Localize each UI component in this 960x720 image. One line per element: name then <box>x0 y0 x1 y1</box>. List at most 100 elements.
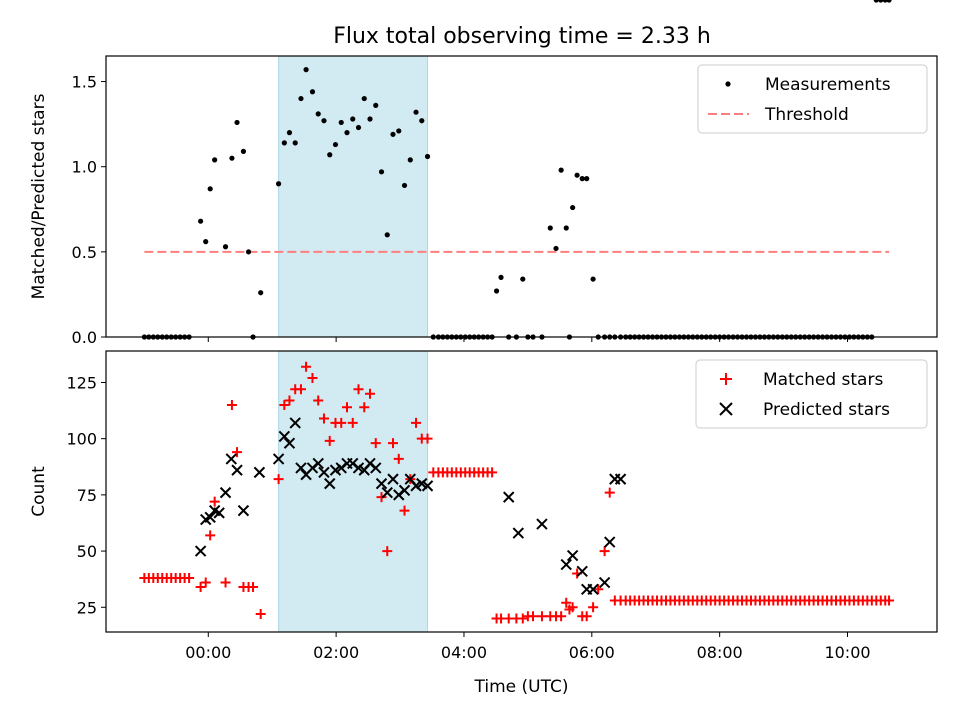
predicted-star-marker <box>576 565 588 578</box>
measurement-point <box>547 225 553 231</box>
measurement-point <box>240 148 247 154</box>
count-panel: 25 50 75 100 125 Count 00:00 02:00 04:00 06:00 08:… <box>29 350 938 697</box>
matched-star-marker <box>588 602 599 613</box>
measurement-point <box>401 182 408 189</box>
matched-star-marker <box>273 474 284 485</box>
measurement-point <box>407 157 413 163</box>
predicted-star-marker <box>614 473 627 485</box>
matched-star-marker <box>324 435 335 446</box>
matched-star-marker <box>528 611 539 622</box>
legend-box <box>695 359 928 429</box>
predicted-star-marker <box>225 453 237 465</box>
measurement-point <box>882 0 888 3</box>
y-tick-label: 1.0 <box>72 158 97 177</box>
legend-box <box>697 64 928 134</box>
measurement-point <box>574 172 580 178</box>
measurement-point <box>203 239 209 245</box>
matched-star-marker <box>200 577 211 588</box>
measurement-point <box>413 109 419 115</box>
measurement-point <box>281 140 287 146</box>
matched-star-marker <box>393 453 404 464</box>
legend-label-predicted: Predicted stars <box>763 400 890 420</box>
axes-frame <box>105 55 938 338</box>
matched-star-marker <box>517 613 528 624</box>
matched-star-marker <box>599 546 610 557</box>
measurement-point <box>234 119 240 126</box>
ratio-panel: 0.0 0.5 1.0 1.5 Matched/Predicted stars Measu… <box>29 0 938 347</box>
measurement-point <box>361 95 367 102</box>
measurement-point <box>298 95 304 102</box>
x-tick-label: 02:00 <box>313 643 359 662</box>
matched-star-marker <box>365 388 376 399</box>
predicted-star-marker <box>231 464 243 476</box>
measurement-point <box>258 290 264 296</box>
matched-star-marker <box>284 395 295 406</box>
predicted-star-marker <box>324 477 336 490</box>
predicted-star-marker <box>283 437 296 449</box>
matched-star-marker <box>567 602 578 613</box>
matched-star-marker <box>884 595 895 606</box>
measurement-point <box>222 244 229 250</box>
measurement-point <box>344 130 350 136</box>
x-tick-label: 00:00 <box>185 643 231 662</box>
y-axis-label: Count <box>29 466 49 517</box>
measurement-point <box>579 176 585 182</box>
observing-window-shade <box>278 55 429 338</box>
matched-star-marker <box>209 496 220 507</box>
x-tick-label: 10:00 <box>824 643 870 662</box>
matched-star-marker <box>295 384 306 395</box>
matched-star-marker <box>604 487 615 498</box>
matched-star-marker <box>347 417 358 428</box>
measurement-point <box>498 274 504 280</box>
predicted-star-marker <box>219 486 232 499</box>
matched-star-marker <box>248 582 259 593</box>
matched-star-marker <box>232 447 243 458</box>
matched-star-marker <box>382 546 393 557</box>
predicted-star-marker <box>318 466 330 479</box>
predicted-star-marker <box>587 583 599 595</box>
y-tick-label: 75 <box>77 486 97 505</box>
predicted-star-marker <box>381 486 393 499</box>
measurement-point <box>390 131 396 137</box>
matched-star-marker <box>301 361 312 372</box>
measurement-point <box>878 0 884 3</box>
measurement-point <box>873 0 879 3</box>
matched-star-marker <box>353 384 364 395</box>
y-tick-label: 0.5 <box>72 243 97 262</box>
measurement-point <box>396 128 402 134</box>
matched-star-marker <box>399 505 410 516</box>
measurement-point <box>275 181 282 187</box>
legend: Matched stars Predicted stars <box>695 359 928 429</box>
predicted-star-marker <box>253 466 266 479</box>
predicted-star-marker <box>272 453 285 465</box>
matched-star-marker <box>370 438 381 449</box>
legend-marker-matched <box>720 373 732 385</box>
measurement-point <box>419 118 425 124</box>
measurement-point <box>198 218 204 224</box>
matched-star-marker <box>313 395 324 406</box>
measurement-point <box>212 157 218 163</box>
legend-label-matched: Matched stars <box>763 370 883 390</box>
y-tick-label: 1.5 <box>72 73 97 92</box>
measurement-point <box>315 111 321 117</box>
measurement-point <box>229 155 235 161</box>
measurement-point <box>327 152 333 158</box>
measurement-point <box>520 276 526 282</box>
y-tick-label: 25 <box>77 598 97 617</box>
measurement-point <box>424 153 431 160</box>
measurement-point <box>558 167 564 173</box>
predicted-star-marker <box>598 576 611 589</box>
measurement-point <box>292 140 298 146</box>
matched-star-marker <box>226 399 237 410</box>
x-tick-label: 08:00 <box>697 643 743 662</box>
predicted-star-marker <box>421 480 434 492</box>
measurement-point <box>207 186 213 192</box>
matched-star-marker <box>593 584 604 595</box>
matched-star-marker <box>556 611 567 622</box>
matched-star-marker <box>359 402 370 413</box>
matched-star-marker <box>561 597 572 608</box>
measurement-point <box>378 169 385 175</box>
legend-marker-predicted <box>719 402 733 416</box>
predicted-star-marker <box>375 477 388 490</box>
measurement-point <box>570 204 576 211</box>
